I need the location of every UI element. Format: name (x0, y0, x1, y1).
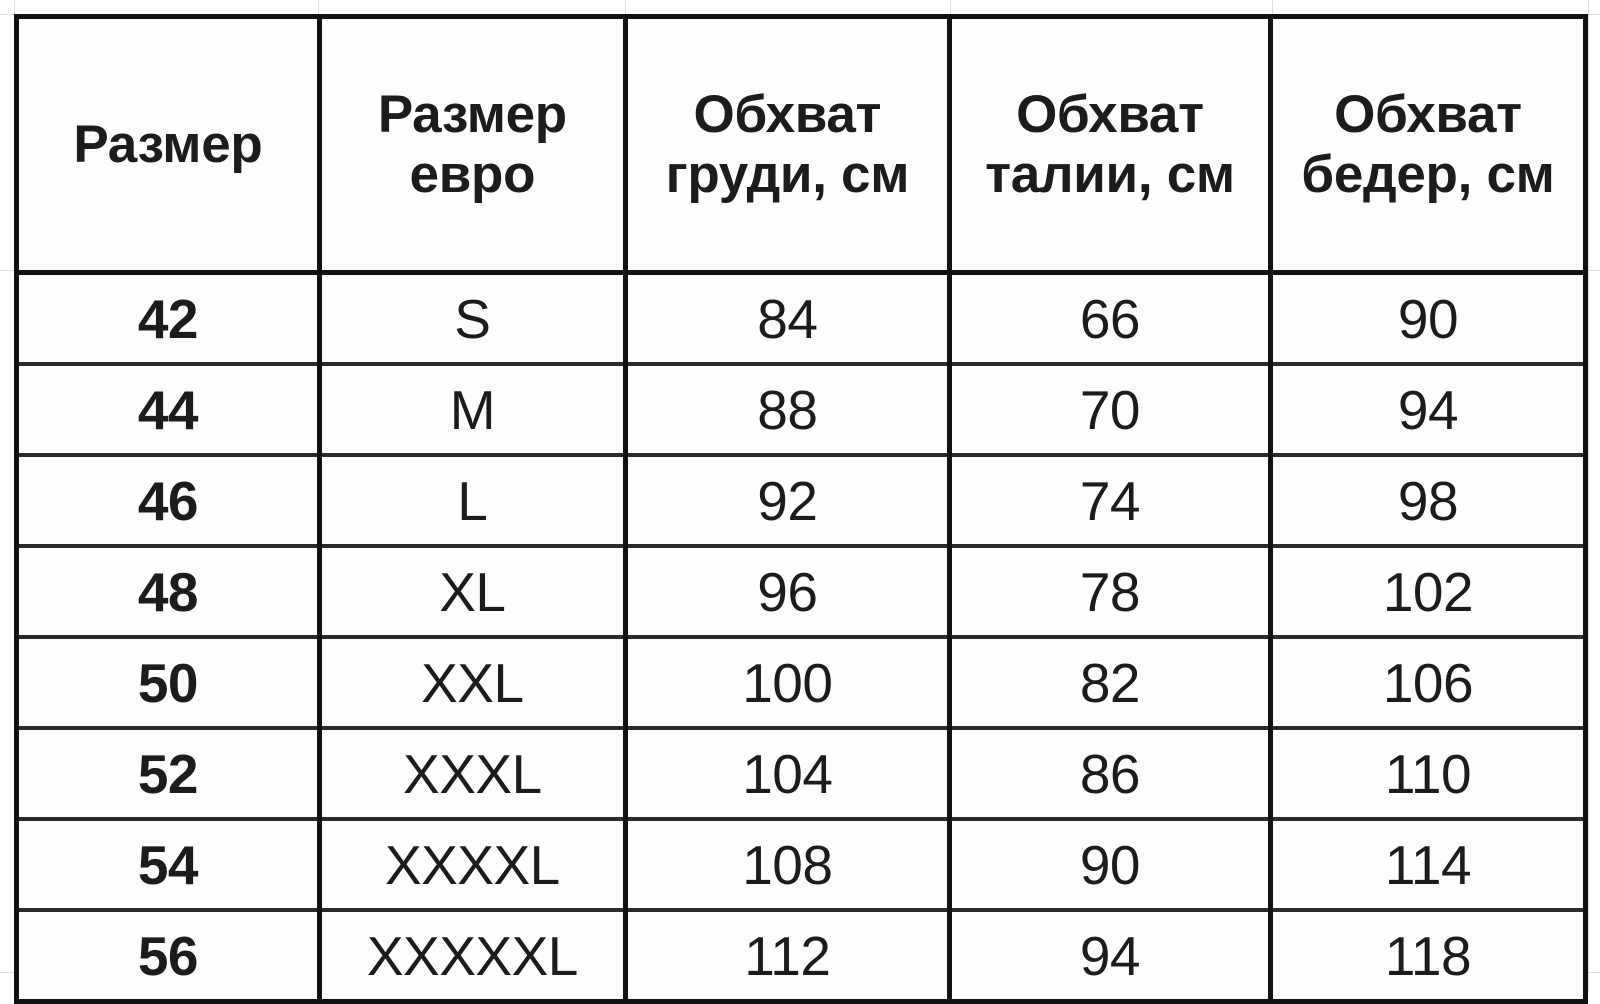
column-header-size-ru: Размер (14, 16, 322, 275)
cell-hips: 94 (1267, 362, 1589, 457)
cell-size-ru: 56 (14, 908, 322, 1002)
cell-size-euro: XXL (316, 635, 628, 730)
cell-size-ru: 54 (14, 817, 322, 912)
cell-hips: 106 (1267, 635, 1589, 730)
grid-line-vertical (1588, 0, 1589, 992)
column-header-waist: Обхват талии, см (946, 16, 1273, 275)
cell-hips: 114 (1267, 817, 1589, 912)
column-header-size-euro: Размер евро (316, 16, 628, 275)
cell-size-ru: 44 (14, 362, 322, 457)
cell-chest: 108 (622, 817, 952, 912)
cell-waist: 78 (946, 544, 1273, 639)
cell-size-euro: XXXXL (316, 817, 628, 912)
cell-hips: 98 (1267, 453, 1589, 548)
table-row: 56 XXXXXL 112 94 118 (14, 908, 1589, 1002)
cell-hips: 110 (1267, 726, 1589, 821)
cell-size-euro: XXXL (316, 726, 628, 821)
cell-hips: 102 (1267, 544, 1589, 639)
cell-size-euro: L (316, 453, 628, 548)
cell-size-euro: S (316, 272, 628, 366)
cell-waist: 82 (946, 635, 1273, 730)
cell-size-euro: XXXXXL (316, 908, 628, 1002)
cell-chest: 96 (622, 544, 952, 639)
table-row: 52 XXXL 104 86 110 (14, 726, 1589, 821)
column-header-hips: Обхват бедер, см (1267, 16, 1589, 275)
table-row: 46 L 92 74 98 (14, 453, 1589, 548)
cell-waist: 90 (946, 817, 1273, 912)
cell-chest: 88 (622, 362, 952, 457)
table-body: 42 S 84 66 90 44 M 88 70 94 46 L 92 74 9… (14, 272, 1589, 1002)
cell-size-ru: 50 (14, 635, 322, 730)
table-row: 42 S 84 66 90 (14, 272, 1589, 366)
table-row: 54 XXXXL 108 90 114 (14, 817, 1589, 912)
cell-hips: 118 (1267, 908, 1589, 1002)
table-row: 44 M 88 70 94 (14, 362, 1589, 457)
cell-size-ru: 46 (14, 453, 322, 548)
cell-waist: 94 (946, 908, 1273, 1002)
cell-chest: 84 (622, 272, 952, 366)
table-header-row: Размер Размер евро Обхват груди, см Обхв… (14, 16, 1589, 275)
cell-size-euro: XL (316, 544, 628, 639)
cell-chest: 100 (622, 635, 952, 730)
cell-size-ru: 52 (14, 726, 322, 821)
cell-waist: 74 (946, 453, 1273, 548)
cell-hips: 90 (1267, 272, 1589, 366)
cell-waist: 70 (946, 362, 1273, 457)
cell-waist: 66 (946, 272, 1273, 366)
cell-chest: 92 (622, 453, 952, 548)
size-chart-table: Размер Размер евро Обхват груди, см Обхв… (14, 14, 1589, 1004)
column-header-chest: Обхват груди, см (622, 16, 952, 275)
table-row: 50 XXL 100 82 106 (14, 635, 1589, 730)
table-row: 48 XL 96 78 102 (14, 544, 1589, 639)
cell-chest: 104 (622, 726, 952, 821)
table-header: Размер Размер евро Обхват груди, см Обхв… (14, 16, 1589, 275)
cell-size-ru: 48 (14, 544, 322, 639)
cell-waist: 86 (946, 726, 1273, 821)
cell-size-ru: 42 (14, 272, 322, 366)
cell-chest: 112 (622, 908, 952, 1002)
cell-size-euro: M (316, 362, 628, 457)
